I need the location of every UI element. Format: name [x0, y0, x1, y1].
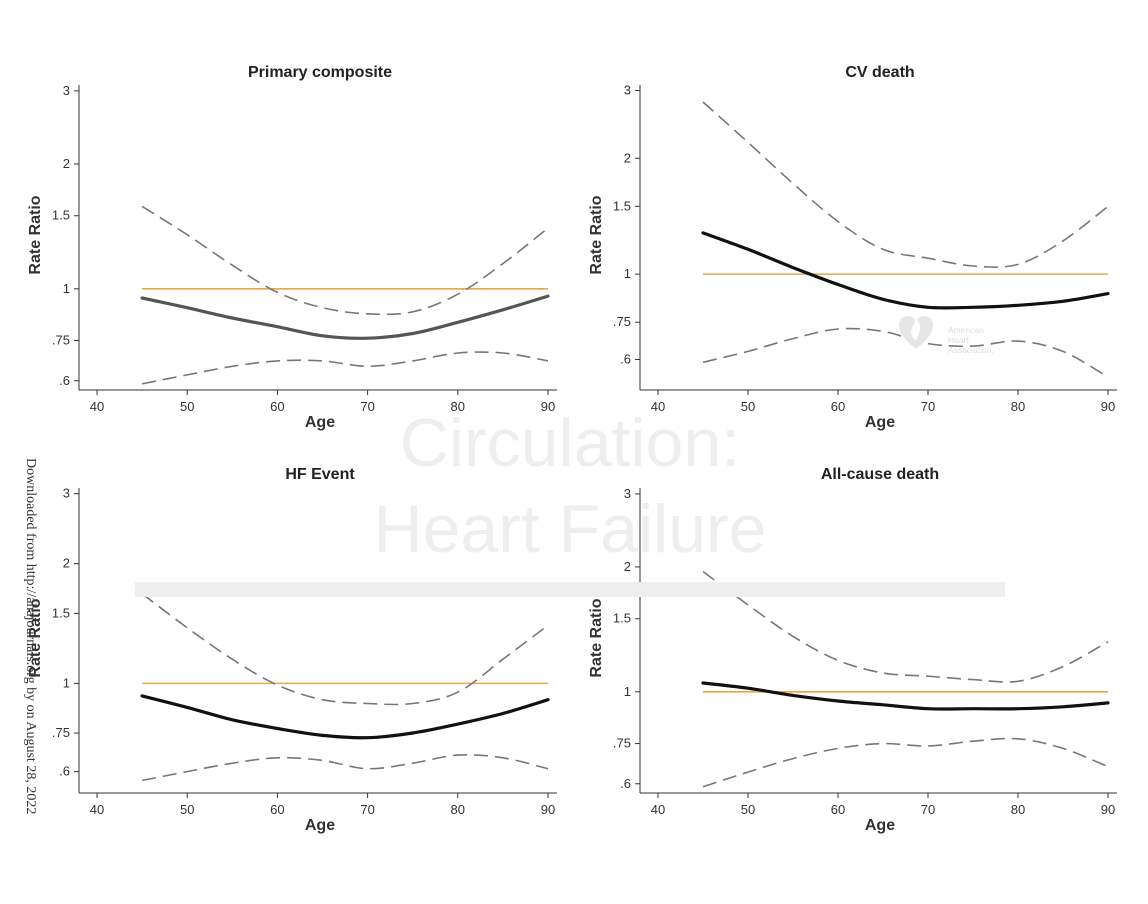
download-note: Downloaded from http://ahajournals.org b…	[23, 458, 38, 815]
ci-upper-line	[141, 205, 549, 316]
estimate-line	[701, 681, 1110, 711]
x-tick-label: 40	[90, 399, 104, 414]
ci-lower-line	[702, 737, 1109, 788]
x-tick-label: 60	[831, 399, 845, 414]
y-tick-label: .75	[613, 314, 631, 329]
y-tick-label: 3	[63, 83, 70, 98]
y-tick-label: .6	[59, 764, 70, 779]
heart-torch-icon	[899, 316, 933, 349]
panel-hf-event: HF Event Rate Ratio Age .6 .75 1 1.5 2 3 40 50 6…	[27, 466, 557, 834]
ci-upper-line	[702, 570, 1109, 683]
x-tick-label: 80	[451, 399, 465, 414]
aha-logo-line-1: American	[948, 325, 984, 335]
x-tick-label: 50	[180, 802, 194, 817]
ci-lower-line	[702, 327, 1109, 378]
plot-area: .6 .75 1 1.5 2 3 40 50 60 70 80 90	[52, 486, 557, 817]
x-tick-label: 70	[360, 399, 374, 414]
x-tick-label: 80	[451, 802, 465, 817]
y-tick-label: 2	[63, 156, 70, 171]
x-tick-label: 90	[541, 399, 555, 414]
x-axis-title: Age	[305, 817, 335, 834]
panel-cv-death: CV death Rate Ratio Age .6 .75 1 1.5 2 3 40 50 6…	[588, 64, 1117, 431]
ci-lower-line	[141, 754, 549, 782]
ci-upper-line	[702, 101, 1109, 268]
plot-area: .6 .75 1 1.5 2 3 40 50 60 70 80 90	[52, 83, 557, 414]
aha-logo-line-2: Heart	[948, 335, 969, 345]
aha-logo-text: American Heart Association.	[948, 325, 994, 355]
y-tick-label: .75	[613, 736, 631, 751]
panel-title: Primary composite	[248, 64, 392, 81]
y-tick-label: 1	[63, 675, 70, 690]
y-tick-label: 3	[63, 486, 70, 501]
x-tick-label: 80	[1011, 802, 1025, 817]
y-axis-title: Rate Ratio	[27, 195, 44, 274]
y-axis-title: Rate Ratio	[27, 598, 44, 677]
x-axis-title: Age	[865, 817, 895, 834]
x-tick-label: 50	[741, 802, 755, 817]
x-tick-label: 90	[1101, 399, 1115, 414]
estimate-line	[140, 694, 550, 740]
panel-title: HF Event	[285, 466, 355, 483]
y-tick-label: 1.5	[613, 198, 631, 213]
y-tick-label: 1.5	[613, 611, 631, 626]
panel-all-cause-death: All-cause death Rate Ratio Age .6 .75 1 1.5…	[588, 466, 1117, 834]
panel-title: CV death	[845, 64, 914, 81]
estimate-line	[701, 231, 1110, 310]
x-tick-label: 80	[1011, 399, 1025, 414]
x-tick-label: 50	[180, 399, 194, 414]
x-tick-label: 90	[1101, 802, 1115, 817]
y-tick-label: 2	[624, 150, 631, 165]
panel-primary-composite: Primary composite Rate Ratio Age .6 .75 1 1…	[27, 64, 557, 431]
panel-title: All-cause death	[821, 466, 939, 483]
y-tick-label: 1.5	[52, 208, 70, 223]
y-tick-label: 3	[624, 486, 631, 501]
y-tick-label: .6	[59, 373, 70, 388]
x-tick-label: 70	[921, 802, 935, 817]
x-tick-label: 40	[90, 802, 104, 817]
y-axis-title: Rate Ratio	[588, 598, 605, 677]
y-tick-label: 1	[63, 281, 70, 296]
y-tick-label: .75	[52, 725, 70, 740]
x-tick-label: 40	[651, 399, 665, 414]
x-tick-label: 40	[651, 802, 665, 817]
x-axis-title: Age	[865, 414, 895, 431]
x-axis-title: Age	[305, 414, 335, 431]
y-tick-label: 2	[63, 556, 70, 571]
y-tick-label: 3	[624, 82, 631, 97]
x-tick-label: 60	[270, 802, 284, 817]
x-tick-label: 60	[831, 802, 845, 817]
x-tick-label: 90	[541, 802, 555, 817]
y-tick-label: .75	[52, 333, 70, 348]
y-tick-label: 1.5	[52, 605, 70, 620]
y-tick-label: 1	[624, 684, 631, 699]
y-tick-label: 2	[624, 559, 631, 574]
estimate-line	[140, 294, 550, 340]
ci-upper-line	[141, 593, 549, 706]
y-tick-label: .6	[620, 352, 631, 367]
y-tick-label: .6	[620, 776, 631, 791]
x-tick-label: 50	[741, 399, 755, 414]
plot-area: .6 .75 1 1.5 2 3 40 50 60 70 80 90	[613, 82, 1117, 414]
x-tick-label: 70	[921, 399, 935, 414]
x-tick-label: 60	[270, 399, 284, 414]
plot-area: .6 .75 1 1.5 2 3 40 50 60 70 80 90	[613, 486, 1117, 817]
watermark-bar	[135, 582, 1005, 597]
x-tick-label: 70	[360, 802, 374, 817]
ci-lower-line	[141, 351, 549, 385]
y-tick-label: 1	[624, 266, 631, 281]
y-axis-title: Rate Ratio	[588, 195, 605, 274]
aha-logo: American Heart Association.	[893, 303, 1013, 363]
aha-logo-line-3: Association.	[948, 345, 994, 355]
